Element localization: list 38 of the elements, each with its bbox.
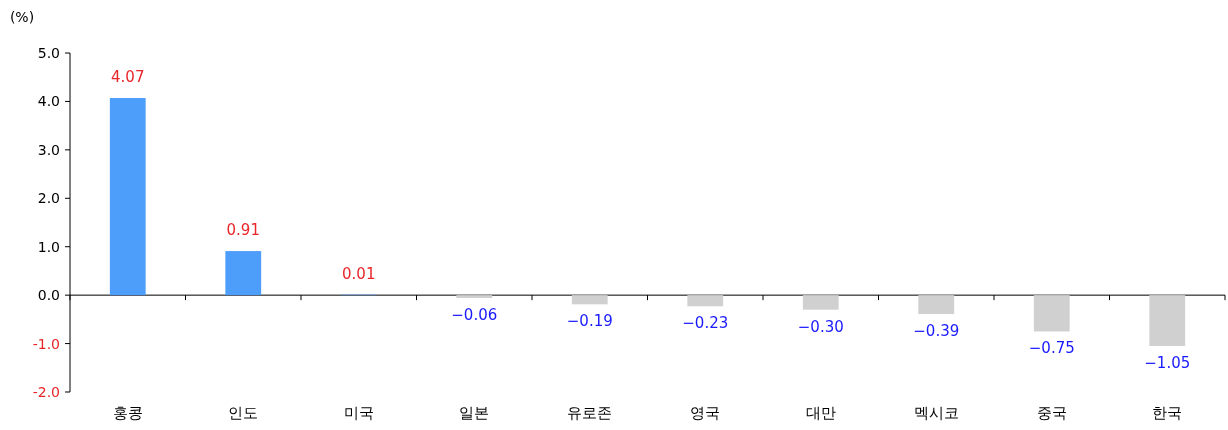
data-label: −0.06 (451, 306, 498, 325)
y-tick-label: 3.0 (37, 141, 60, 158)
y-tick-label: -1.0 (32, 335, 60, 352)
y-tick-label: 1.0 (37, 238, 60, 255)
x-tick-label: 미국 (343, 404, 374, 422)
y-tick-label: 0.0 (37, 287, 60, 304)
x-tick-label: 멕시코 (913, 404, 959, 422)
x-tick-label: 홍콩 (112, 404, 143, 422)
data-label: −1.05 (1144, 353, 1191, 372)
y-tick-label: -2.0 (32, 384, 60, 400)
y-tick-label: 4.0 (37, 93, 60, 110)
data-label: −0.19 (566, 312, 613, 331)
data-label: −0.30 (797, 317, 844, 336)
y-axis-title: (%) (9, 9, 35, 25)
bar (225, 251, 262, 296)
x-tick-label: 대만 (805, 404, 836, 422)
bar (456, 295, 493, 299)
data-label: 0.01 (342, 264, 376, 283)
bar (687, 295, 724, 307)
x-tick-label: 인도 (228, 404, 259, 422)
data-label: 0.91 (226, 221, 260, 240)
y-tick-label: 5.0 (37, 45, 60, 61)
x-tick-label: 영국 (690, 404, 721, 422)
data-label: −0.39 (913, 322, 960, 341)
x-tick-label: 한국 (1152, 404, 1183, 422)
data-label: −0.23 (682, 314, 729, 333)
bar (1149, 295, 1186, 346)
bar (109, 98, 146, 296)
bar (1033, 295, 1070, 332)
bar (918, 295, 955, 315)
bar (802, 295, 839, 310)
x-tick-label: 일본 (459, 404, 490, 422)
x-tick-label: 중국 (1036, 404, 1067, 422)
data-label: −0.75 (1028, 339, 1075, 358)
x-tick-label: 유로존 (567, 404, 613, 422)
y-tick-label: 2.0 (37, 190, 60, 207)
data-label: 4.07 (111, 68, 145, 87)
bar (571, 295, 608, 305)
